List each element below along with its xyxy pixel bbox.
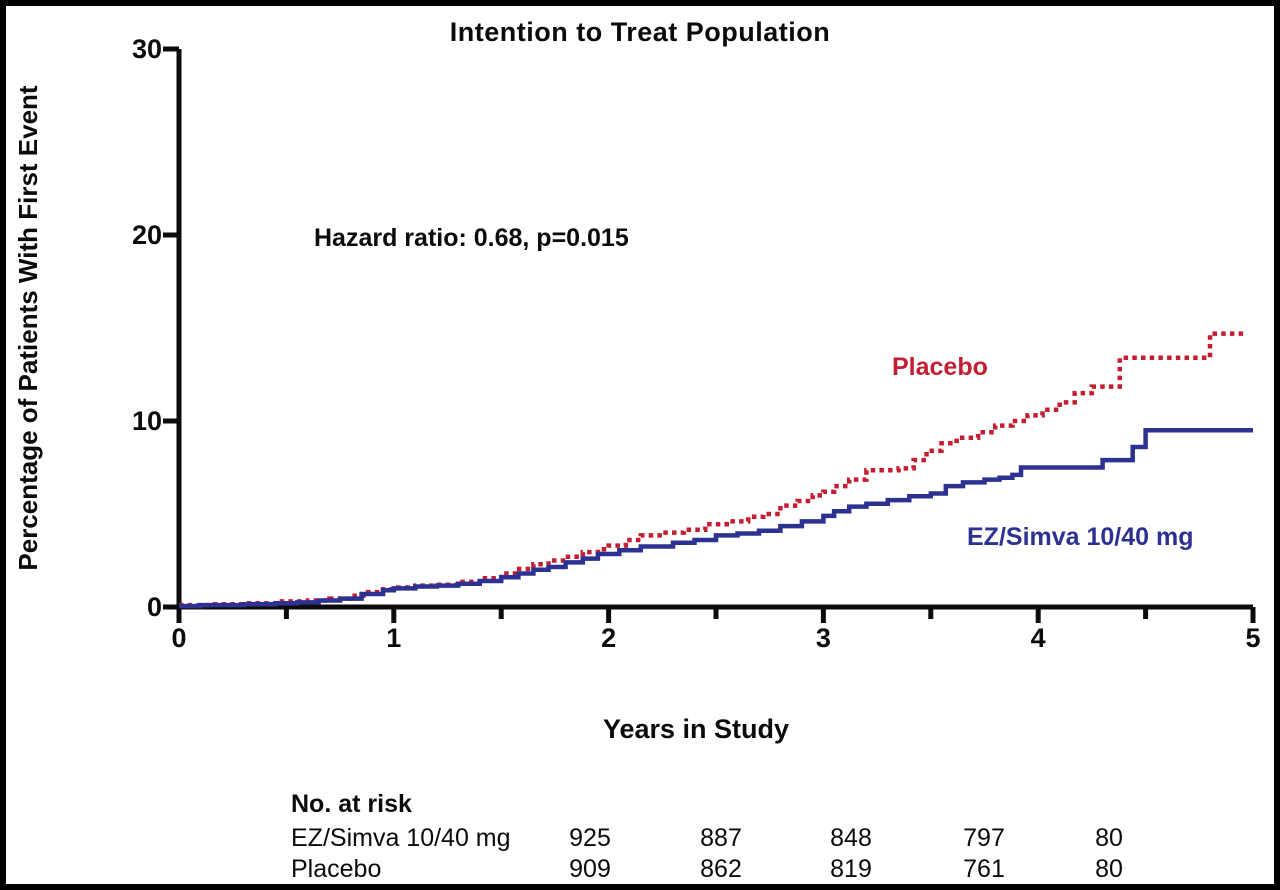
risk-value: 80 (1095, 824, 1123, 852)
x-axis-label: Years in Study (602, 714, 790, 744)
risk-value: 925 (569, 824, 611, 852)
x-tick-label: 3 (815, 623, 831, 653)
y-tick-label: 30 (131, 34, 162, 64)
risk-row-label-placebo: Placebo (291, 855, 382, 883)
chart-title: Intention to Treat Population (449, 17, 831, 47)
x-tick-label: 4 (1030, 623, 1046, 653)
risk-value: 797 (963, 824, 1005, 852)
risk-value: 887 (700, 824, 742, 852)
series-label-placebo: Placebo (892, 353, 988, 381)
curve-ez-simva-10-40-mg (179, 428, 1253, 609)
y-tick-label: 20 (131, 220, 162, 250)
x-tick-label: 0 (171, 623, 187, 653)
x-tick-label: 5 (1245, 623, 1261, 653)
risk-value: 80 (1095, 855, 1123, 883)
risk-value: 761 (963, 855, 1005, 883)
hazard-ratio-annotation: Hazard ratio: 0.68, p=0.015 (314, 224, 629, 252)
risk-value: 862 (700, 855, 742, 883)
risk-value: 848 (830, 824, 872, 852)
x-tick-label: 2 (601, 623, 617, 653)
plot-area (163, 46, 1256, 623)
risk-value: 819 (830, 855, 872, 883)
risk-table-header: No. at risk (291, 790, 412, 818)
risk-value: 909 (569, 855, 611, 883)
y-axis-label: Percentage of Patients With First Event (13, 85, 43, 571)
y-tick-label: 10 (131, 406, 162, 436)
risk-row-label-ez-simva: EZ/Simva 10/40 mg (291, 824, 511, 852)
x-tick-label: 1 (386, 623, 402, 653)
y-tick-label: 0 (146, 592, 162, 622)
series-label-ez-simva: EZ/Simva 10/40 mg (967, 523, 1194, 551)
